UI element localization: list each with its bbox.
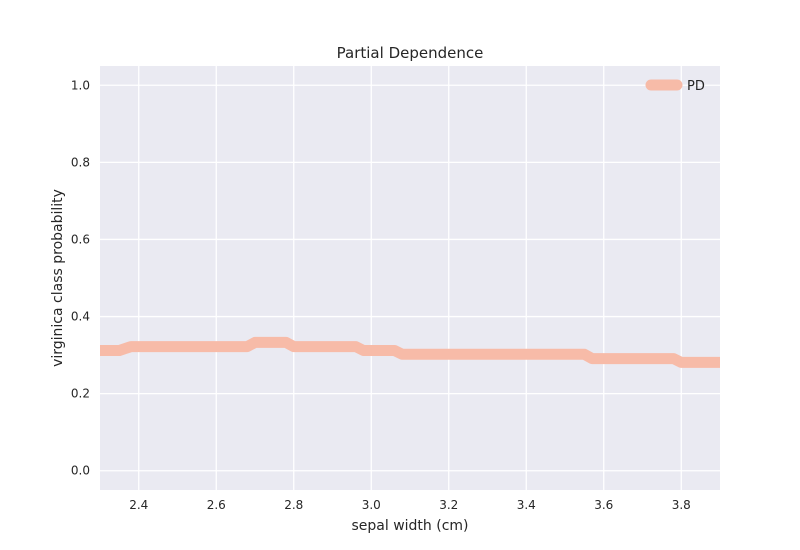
series-line-pd [100, 336, 720, 368]
x-tick-label: 3.8 [672, 498, 691, 512]
x-axis-label: sepal width (cm) [351, 518, 468, 534]
x-tick-label: 3.6 [594, 498, 613, 512]
x-tick-label: 3.4 [517, 498, 536, 512]
y-tick-label: 0.0 [71, 464, 90, 478]
x-tick-labels: 2.4 2.6 2.8 3.0 3.2 3.4 3.6 3.8 [129, 498, 691, 512]
x-tick-label: 3.2 [439, 498, 458, 512]
x-tick-label: 2.8 [284, 498, 303, 512]
legend-label-pd: PD [687, 79, 705, 94]
y-tick-labels: 0.0 0.2 0.4 0.6 0.8 1.0 [71, 78, 90, 477]
plot-area [100, 66, 720, 490]
y-tick-label: 0.8 [71, 155, 90, 169]
grid [100, 66, 720, 490]
y-tick-label: 1.0 [71, 78, 90, 92]
legend: PD [645, 79, 705, 94]
x-tick-label: 2.6 [207, 498, 226, 512]
x-tick-label: 3.0 [362, 498, 381, 512]
y-tick-label: 0.6 [71, 232, 90, 246]
x-tick-label: 2.4 [129, 498, 148, 512]
y-tick-label: 0.2 [71, 387, 90, 401]
y-tick-label: 0.4 [71, 310, 90, 324]
chart-title: Partial Dependence [337, 44, 484, 62]
y-axis-label: virginica class probability [50, 189, 66, 367]
series-layer [100, 336, 720, 368]
